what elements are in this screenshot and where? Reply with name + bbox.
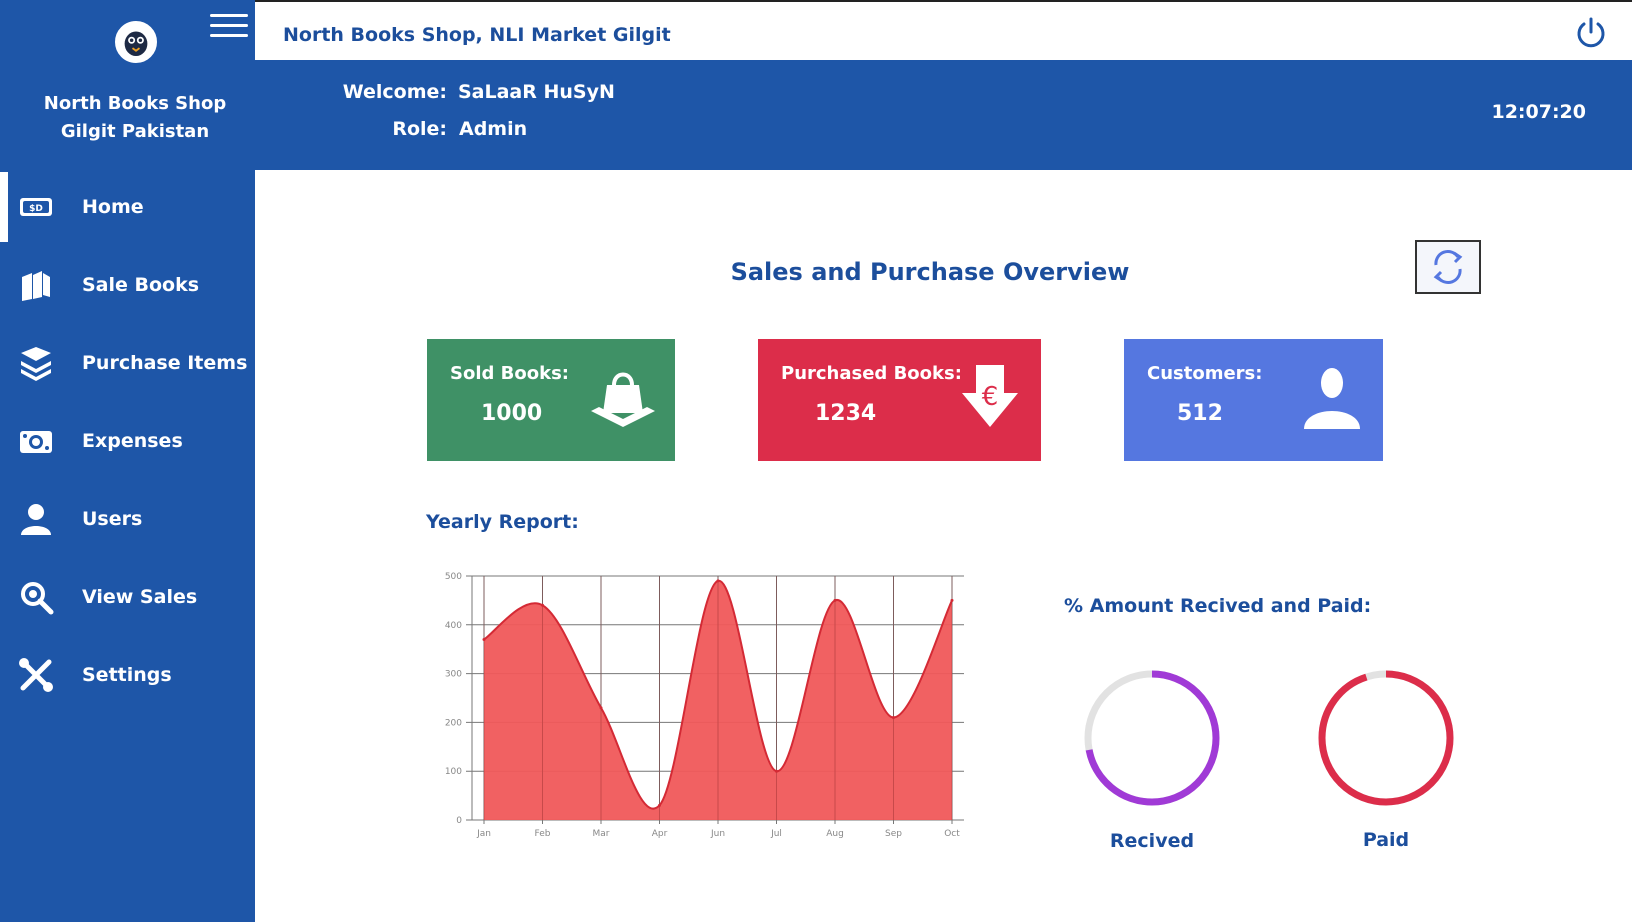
sidebar-item-label: Expenses <box>82 430 183 452</box>
data-point <box>716 579 720 583</box>
x-tick-label: Mar <box>593 829 610 838</box>
data-point <box>541 603 544 607</box>
x-tick-label: Feb <box>535 829 551 838</box>
x-tick-label: Oct <box>944 829 960 838</box>
shop-title: North Books Shop, NLI Market Gilgit <box>283 24 671 46</box>
y-tick-label: 100 <box>445 767 462 777</box>
donut-arc <box>1084 670 1220 806</box>
svg-text:$D: $D <box>29 204 43 214</box>
data-point <box>775 769 778 773</box>
sidebar-item-purchase-items[interactable]: Purchase Items <box>0 324 255 402</box>
data-point <box>599 706 603 710</box>
sidebar-item-label: View Sales <box>82 586 198 608</box>
sidebar-item-label: Settings <box>82 664 172 686</box>
sidebar-item-label: Users <box>82 508 143 530</box>
sidebar-item-users[interactable]: Users <box>0 480 255 558</box>
role-value: Admin <box>459 118 528 140</box>
menu-toggle-button[interactable] <box>210 14 248 44</box>
books-icon <box>16 265 56 305</box>
clock: 12:07:20 <box>1491 101 1586 123</box>
book-stack-icon <box>16 343 56 383</box>
customer-user-icon <box>1304 368 1360 429</box>
logo <box>112 18 160 66</box>
purchased-books-card: Purchased Books: 1234 € <box>758 339 1041 461</box>
paid-donut-chart <box>1318 670 1454 806</box>
brand-name: North Books Shop <box>43 93 227 114</box>
customers-label: Customers: <box>1147 363 1263 384</box>
shopping-bag-icon <box>591 372 655 427</box>
purchased-books-value: 1234 <box>815 401 877 426</box>
y-tick-label: 200 <box>445 718 462 728</box>
area-series-line <box>483 579 953 810</box>
top-bar: North Books Shop, NLI Market Gilgit <box>255 0 1632 60</box>
received-label: Recived <box>1109 830 1195 852</box>
yearly-report-chart: 0 100 200 300 400 500 Jan Feb Mar Apr Jun Jul Aug Sep… <box>445 572 964 838</box>
svg-text:€: € <box>982 382 999 412</box>
euro-down-arrow-icon: € <box>962 365 1018 427</box>
purchased-books-label: Purchased Books: <box>781 363 962 384</box>
y-tick-label: 0 <box>456 816 462 826</box>
cash-icon <box>16 421 56 461</box>
y-tick-label: 300 <box>445 670 462 680</box>
search-icon <box>16 577 56 617</box>
customers-value: 512 <box>1177 401 1223 426</box>
data-point <box>658 803 661 807</box>
home-money-icon: $D <box>16 187 56 227</box>
sold-books-card: Sold Books: 1000 <box>427 339 675 461</box>
paid-label: Paid <box>1362 829 1410 851</box>
tools-icon <box>16 655 56 695</box>
sidebar-item-label: Sale Books <box>82 274 200 296</box>
data-point <box>950 598 954 602</box>
refresh-button[interactable] <box>1415 240 1481 294</box>
role-label: Role: <box>392 118 447 140</box>
power-icon[interactable] <box>1574 16 1608 50</box>
x-tick-label: Jun <box>710 829 725 838</box>
x-tick-label: Aug <box>826 829 844 838</box>
page-title: Sales and Purchase Overview <box>730 258 1130 286</box>
area-series <box>484 580 952 820</box>
brand: North Books Shop Gilgit Pakistan <box>0 0 255 170</box>
sidebar-item-view-sales[interactable]: View Sales <box>0 558 255 636</box>
customers-card: Customers: 512 <box>1124 339 1383 461</box>
sidebar-item-expenses[interactable]: Expenses <box>0 402 255 480</box>
x-tick-label: Sep <box>885 829 902 838</box>
sidebar-item-settings[interactable]: Settings <box>0 636 255 714</box>
sidebar-item-label: Home <box>82 196 144 218</box>
users-icon <box>16 499 56 539</box>
sidebar-nav: $D Home Sale Books Purchase Items Expens… <box>0 168 255 714</box>
sidebar-item-home[interactable]: $D Home <box>0 168 255 246</box>
received-donut-chart <box>1084 670 1220 806</box>
donut-arc <box>1318 670 1454 806</box>
header: Welcome: SaLaaR HuSyN Role: Admin 12:07:… <box>255 60 1632 170</box>
x-tick-label: Apr <box>652 829 668 838</box>
data-point <box>892 716 895 720</box>
sidebar-item-sale-books[interactable]: Sale Books <box>0 246 255 324</box>
y-tick-label: 500 <box>445 572 462 582</box>
refresh-icon <box>1433 250 1463 284</box>
welcome-user: SaLaaR HuSyN <box>458 81 615 103</box>
data-point <box>482 637 486 641</box>
sold-books-value: 1000 <box>481 401 543 426</box>
welcome-label: Welcome: <box>342 81 447 103</box>
sidebar: North Books Shop Gilgit Pakistan $D Home… <box>0 0 255 922</box>
y-tick-label: 400 <box>445 621 462 631</box>
amount-chart-title: % Amount Recived and Paid: <box>1064 595 1372 617</box>
brand-location: Gilgit Pakistan <box>60 121 210 142</box>
x-tick-label: Jan <box>476 829 491 838</box>
x-tick-label: Jul <box>770 829 782 838</box>
data-point <box>833 598 837 602</box>
yearly-report-title: Yearly Report: <box>426 511 579 533</box>
sold-books-label: Sold Books: <box>450 363 569 384</box>
sidebar-item-label: Purchase Items <box>82 352 248 374</box>
